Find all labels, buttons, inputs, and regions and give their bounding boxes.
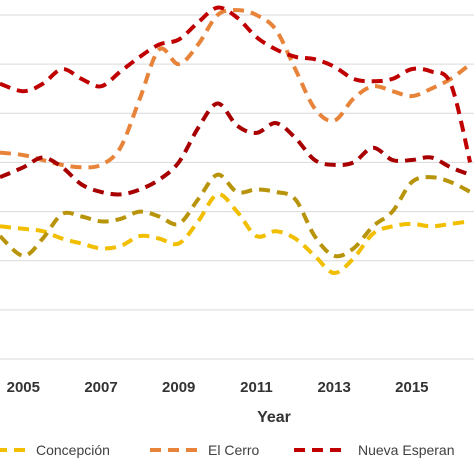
- x-tick-label: 2013: [317, 379, 350, 396]
- x-tick-label: 2005: [7, 379, 40, 396]
- x-tick-label: 2009: [162, 379, 195, 396]
- series-line-nueva-esperanza: [0, 5, 473, 163]
- series-line-unnamed-5: [0, 101, 471, 197]
- series-lines: [0, 5, 473, 275]
- x-axis-ticks: 2005 2007 2009 2011 2013 2015: [7, 379, 429, 396]
- legend-label: Nueva Esperan: [358, 442, 455, 458]
- legend-label: Concepción: [36, 442, 110, 458]
- series-line-el-cerro: [0, 8, 472, 170]
- legend-label: El Cerro: [208, 442, 260, 458]
- series-line-concepci-n: [0, 192, 471, 275]
- series-line-unnamed-4: [0, 172, 472, 259]
- legend: Concepción El Cerro Nueva Esperan: [0, 442, 455, 458]
- x-axis-title: Year: [257, 409, 291, 426]
- x-tick-label: 2007: [84, 379, 117, 396]
- gridlines: [0, 14, 474, 360]
- x-tick-label: 2011: [240, 379, 273, 396]
- x-tick-label: 2015: [395, 379, 428, 396]
